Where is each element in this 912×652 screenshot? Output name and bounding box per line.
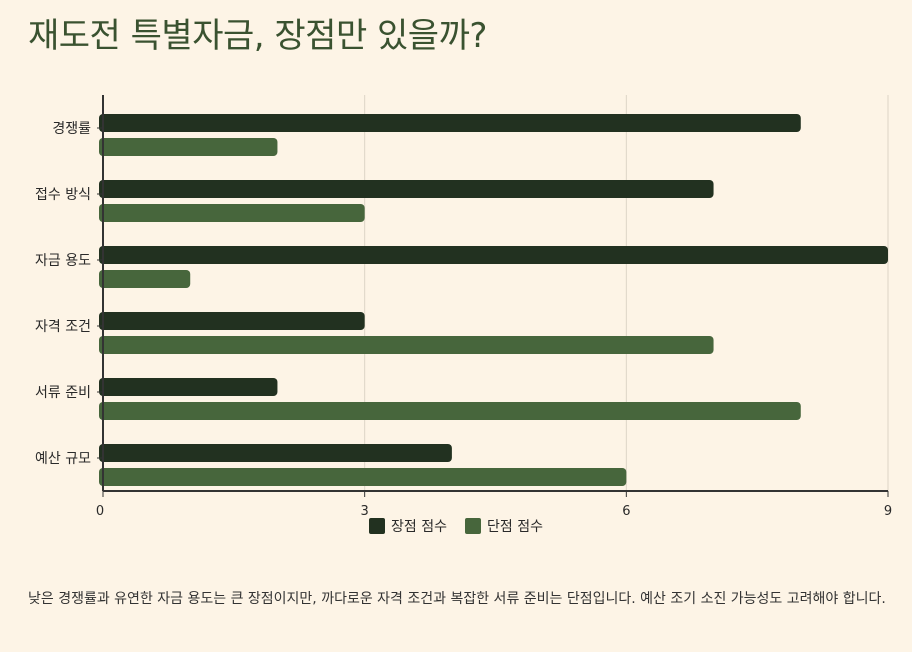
- bar-con-0: [99, 138, 278, 156]
- bar-con-4: [99, 402, 801, 420]
- bar-con-5: [99, 468, 627, 486]
- bar-con-3: [99, 336, 714, 354]
- bar-con-1: [99, 204, 365, 222]
- y-tick-label-4: 서류 준비: [35, 385, 91, 401]
- chart-legend: 장점 점수 단점 점수: [0, 516, 912, 536]
- y-tick-label-0: 경쟁률: [52, 121, 91, 137]
- legend-item-0: 장점 점수: [369, 516, 447, 536]
- bar-pro-0: [99, 114, 801, 132]
- chart-caption: 낮은 경쟁률과 유연한 자금 용도는 큰 장점이지만, 까다로운 자격 조건과 …: [28, 591, 886, 607]
- y-tick-label-5: 예산 규모: [35, 451, 91, 467]
- y-tick-label-1: 접수 방식: [35, 187, 91, 203]
- x-tick-label-1: 3: [361, 504, 369, 519]
- bar-pro-3: [99, 312, 365, 330]
- x-tick-label-2: 6: [622, 504, 630, 519]
- legend-swatch-0: [369, 518, 386, 534]
- bar-pro-1: [99, 180, 714, 198]
- legend-item-1: 단점 점수: [465, 516, 543, 536]
- y-tick-label-3: 자격 조건: [35, 319, 91, 335]
- bar-pro-5: [99, 444, 452, 462]
- x-tick-label-3: 9: [884, 504, 892, 519]
- legend-label-1: 단점 점수: [487, 519, 543, 535]
- x-tick-label-0: 0: [96, 504, 104, 519]
- bar-con-2: [99, 270, 191, 288]
- page-title: 재도전 특별자금, 장점만 있을까?: [28, 16, 487, 56]
- bar-pro-4: [99, 378, 278, 396]
- legend-swatch-1: [465, 518, 481, 534]
- legend-label-0: 장점 점수: [391, 519, 447, 535]
- bar-pro-2: [99, 246, 888, 264]
- y-tick-label-2: 자금 용도: [35, 253, 91, 269]
